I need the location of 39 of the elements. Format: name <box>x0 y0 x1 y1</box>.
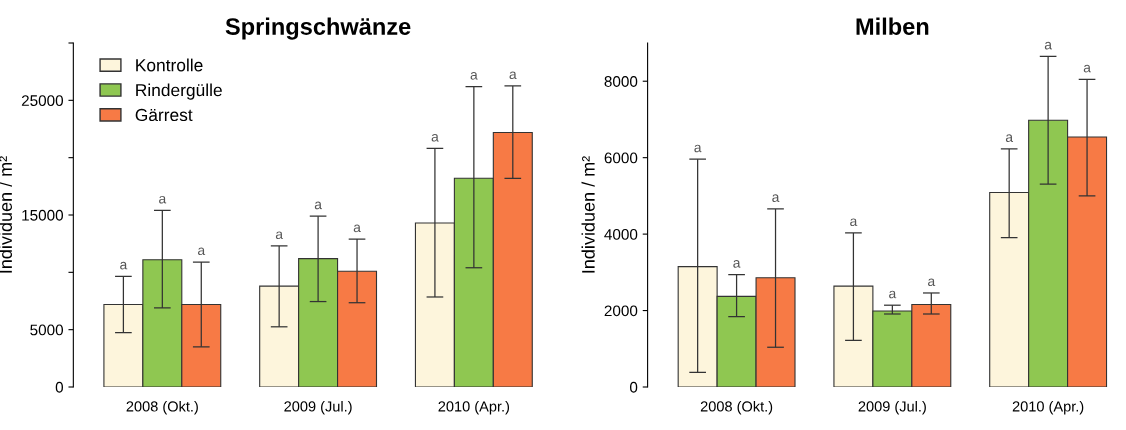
annotation: a <box>1044 41 1052 50</box>
annotation: a <box>928 278 936 287</box>
y-tick-label: 25000 <box>21 95 64 107</box>
annotation: a <box>889 290 897 299</box>
y-tick-label: 2000 <box>604 305 638 317</box>
annotation: a <box>120 261 128 270</box>
annotation: a <box>1005 134 1014 142</box>
annotation: a <box>470 72 478 80</box>
legend-label: Kontrolle <box>136 58 203 72</box>
y-tick-label: 0 <box>629 381 638 393</box>
x-tick-label: 2010 (Apr.) <box>438 400 510 415</box>
annotation: a <box>159 195 167 204</box>
annotation: a <box>850 218 858 227</box>
annotation: a <box>1083 64 1091 73</box>
legend-label: Rindergülle <box>136 83 222 100</box>
annotation: a <box>314 201 322 210</box>
annotation: a <box>198 247 206 256</box>
annotation: a <box>275 231 284 240</box>
annotation: a <box>733 260 741 268</box>
x-tick-label: 2009 (Jul.) <box>858 400 926 415</box>
chart-title: Springschwänze <box>225 17 411 40</box>
x-tick-label: 2008 (Okt.) <box>126 400 198 415</box>
y-tick-label: 0 <box>55 381 64 393</box>
y-axis-title: Individuen / m² <box>581 156 595 273</box>
legend-label: Gärrest <box>135 108 193 122</box>
annotation: a <box>353 224 361 233</box>
y-tick-label: 8000 <box>604 76 638 87</box>
x-tick-label: 2008 (Okt.) <box>700 400 773 415</box>
y-tick-label: 6000 <box>604 152 638 164</box>
annotation: a <box>431 133 439 142</box>
y-tick-label: 5000 <box>30 324 64 336</box>
y-tick-label: 15000 <box>22 209 64 221</box>
chart-title: Milben <box>856 17 929 35</box>
x-tick-label: 2010 (Apr.) <box>1012 400 1084 415</box>
y-tick-label: 4000 <box>604 228 638 240</box>
x-tick-label: 2009 (Jul.) <box>284 400 352 415</box>
annotation: a <box>772 194 780 202</box>
annotation: a <box>694 144 702 153</box>
annotation: a <box>509 71 517 80</box>
